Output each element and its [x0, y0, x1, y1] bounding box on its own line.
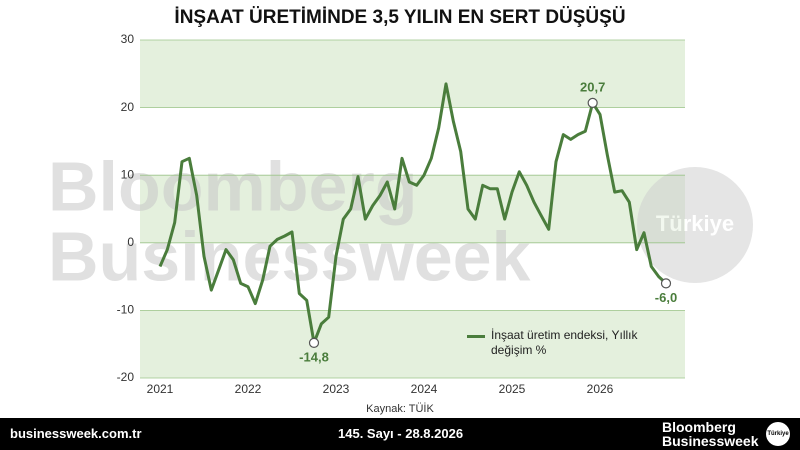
grid-band — [140, 40, 685, 108]
footer-issue: 145. Sayı - 28.8.2026 — [338, 426, 464, 441]
y-tick-label: -20 — [117, 370, 135, 384]
x-tick-label: 2025 — [499, 382, 526, 396]
logo-line: Businessweek — [662, 433, 759, 449]
legend-swatch — [467, 335, 485, 338]
x-tick-label: 2023 — [323, 382, 350, 396]
y-tick-label: 10 — [121, 167, 135, 181]
data-label: 20,7 — [580, 79, 605, 94]
x-tick-label: 2022 — [235, 382, 262, 396]
data-label: -6,0 — [655, 290, 677, 305]
source: Kaynak: TÜİK — [366, 402, 434, 415]
y-tick-label: 30 — [121, 32, 135, 46]
watermark-badge — [637, 167, 753, 283]
point-marker — [308, 337, 320, 348]
series-line — [158, 82, 668, 345]
grid-band — [140, 175, 685, 243]
point-marker — [587, 97, 598, 108]
footer: businessweek.com.tr 145. Sayı - 28.8.202… — [0, 418, 800, 450]
legend-label: İnşaat üretim endeksi, Yıllık değişim % — [491, 328, 638, 357]
footer-url: businessweek.com.tr — [10, 426, 142, 441]
point-marker — [660, 278, 672, 289]
chart-title: İNŞAAT ÜRETİMİNDE 3,5 YILIN EN SERT DÜŞÜ… — [174, 7, 625, 28]
chart: İNŞAAT ÜRETİMİNDE 3,5 YILIN EN SERT DÜŞÜ… — [48, 7, 753, 415]
x-tick-label: 2024 — [411, 382, 438, 396]
footer-badge: Türkiye — [766, 422, 790, 446]
grid-band — [140, 310, 685, 378]
y-tick-label: -10 — [117, 303, 135, 317]
x-tick-label: 2021 — [147, 382, 174, 396]
watermark-text: Türkiye — [656, 211, 734, 236]
y-tick-label: 0 — [127, 235, 134, 249]
watermark-text: Bloomberg — [48, 147, 417, 225]
x-tick-label: 2026 — [587, 382, 614, 396]
footer-logo: Bloomberg Businessweek — [662, 420, 759, 448]
watermark-text: Businessweek — [48, 217, 531, 295]
legend: İnşaat üretim endeksi, Yıllık değişim % — [467, 328, 641, 358]
y-tick-label: 20 — [121, 100, 135, 114]
data-label: -14,8 — [299, 349, 329, 364]
logo-line: Bloomberg — [662, 419, 736, 435]
